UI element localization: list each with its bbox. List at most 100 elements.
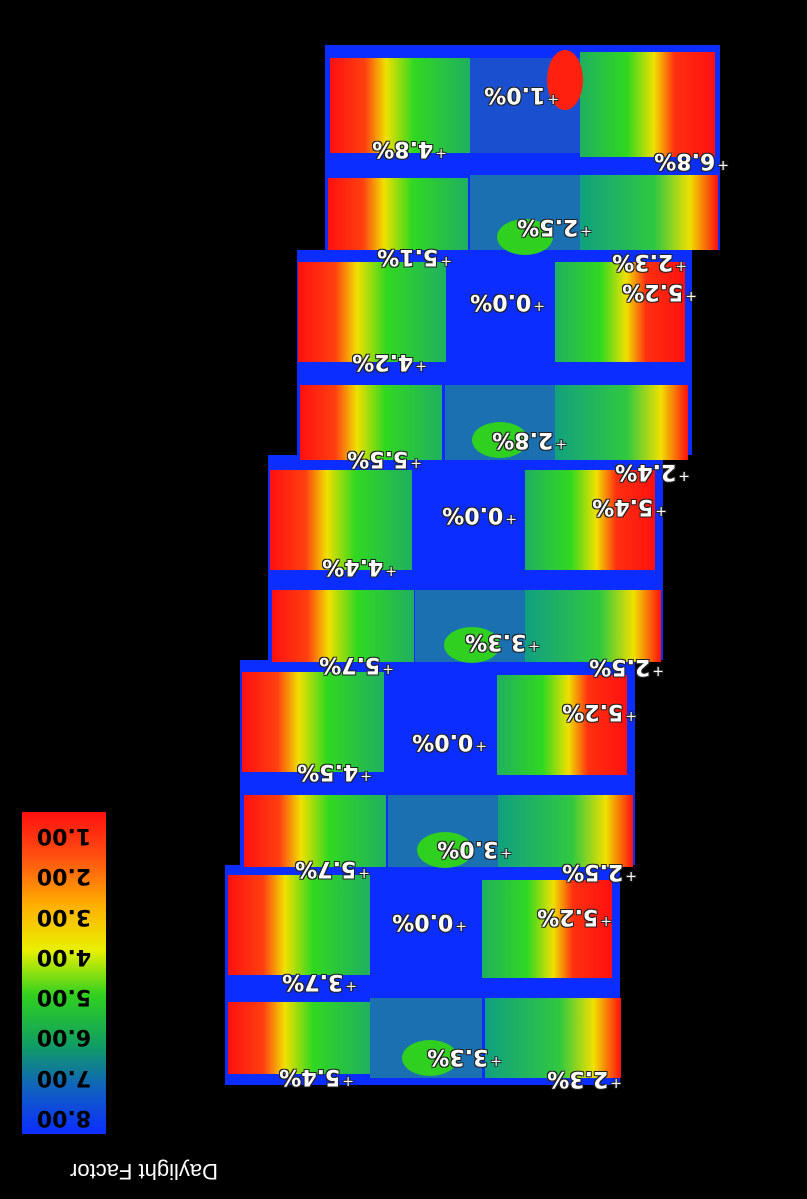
right-room [555,262,685,362]
left-room [330,58,470,153]
room-daylight-value: +5.2% [537,904,612,929]
right-room [497,675,627,775]
room-daylight-value: +4.8% [372,136,447,161]
middle-hotspot [472,422,528,458]
room-daylight-value: +3.3% [427,1044,502,1069]
room-value-text: 0.0% [392,909,454,934]
room-daylight-value: +6.8% [654,148,729,173]
room-daylight-value: +2.3% [612,249,687,274]
room-value-text: 6.8% [654,148,716,173]
sensor-marker-icon: + [382,661,394,677]
legend-tick-label: 3.00 [36,903,92,929]
legend-tick-label: 7.00 [36,1064,92,1090]
room-daylight-value: +4.5% [297,759,372,784]
room-daylight-value: +2.8% [492,427,567,452]
legend-tick-label: 2.00 [36,863,92,889]
sensor-marker-icon: + [528,638,540,654]
sensor-marker-icon: + [345,978,357,994]
right-small-room [525,590,661,662]
room-value-text: 2.4% [615,459,677,484]
room-value-text: 2.5% [589,654,651,679]
room-daylight-value: +3.7% [282,969,357,994]
room-value-text: 1.0% [484,82,546,107]
left-room [244,795,386,867]
right-room [580,52,715,157]
top-hotspot [547,50,583,110]
room-value-text: 5.7% [319,652,381,677]
room-daylight-value: +2.3% [547,1066,622,1091]
right-small-room [485,998,621,1078]
sensor-marker-icon: + [455,918,467,934]
left-room [270,470,412,570]
room-daylight-value: +0.0% [470,289,545,314]
middle-hotspot [444,627,500,663]
sensor-marker-icon: + [610,1075,622,1091]
sensor-marker-icon: + [410,455,422,471]
sensor-marker-icon: + [678,468,690,484]
room-value-text: 3.3% [427,1044,489,1069]
room-value-text: 2.3% [547,1066,609,1091]
room-daylight-value: +5.1% [377,244,452,269]
sensor-marker-icon: + [675,258,687,274]
room-value-text: 5.1% [377,244,439,269]
sensor-marker-icon: + [580,223,592,239]
room-daylight-value: +5.5% [347,446,422,471]
middle-hotspot [497,219,553,255]
right-room [482,880,612,978]
room-value-text: 3.7% [282,969,344,994]
room-value-text: 4.4% [322,554,384,579]
sensor-marker-icon: + [555,436,567,452]
sensor-marker-icon: + [717,157,729,173]
sensor-marker-icon: + [435,145,447,161]
legend-tick-label: 1.00 [36,823,92,849]
room-value-text: 4.5% [297,759,359,784]
room-daylight-value: +5.4% [592,494,667,519]
room-value-text: 5.7% [295,856,357,881]
left-room [228,875,370,975]
room-value-text: 3.3% [465,629,527,654]
room-daylight-value: +5.7% [295,856,370,881]
legend: 8.00 7.00 6.00 5.00 4.00 3.00 2.00 1.00 [22,812,106,1134]
room-value-text: 4.2% [352,349,414,374]
sensor-marker-icon: + [385,563,397,579]
room-value-text: 3.0% [437,836,499,861]
sensor-marker-icon: + [490,1053,502,1069]
room-daylight-value: +5.2% [622,279,697,304]
middle-hotspot [402,1040,458,1076]
room-value-text: 5.2% [622,279,684,304]
room-daylight-value: +0.0% [392,909,467,934]
room-daylight-value: +5.7% [319,652,394,677]
right-small-room [497,795,633,867]
room-value-text: 2.8% [492,427,554,452]
left-room [300,385,442,460]
left-room [242,672,384,772]
room-value-text: 5.2% [562,699,624,724]
room-daylight-value: +1.0% [484,82,559,107]
room-value-text: 2.5% [562,859,624,884]
sensor-marker-icon: + [625,868,637,884]
left-room [328,178,468,250]
sensor-marker-icon: + [475,738,487,754]
sensor-marker-icon: + [625,708,637,724]
legend-tick-label: 4.00 [36,944,92,969]
room-daylight-value: +5.4% [279,1064,354,1089]
sensor-marker-icon: + [440,253,452,269]
room-value-text: 0.0% [442,502,504,527]
sensor-marker-icon: + [358,865,370,881]
room-value-text: 5.4% [592,494,654,519]
sensor-marker-icon: + [547,91,559,107]
middle-hotspot [417,832,473,868]
right-small-room [578,175,718,250]
room-value-text: 2.3% [612,249,674,274]
sensor-marker-icon: + [655,503,667,519]
sensor-marker-icon: + [415,358,427,374]
room-daylight-value: +2.5% [562,859,637,884]
room-value-text: 5.2% [537,904,599,929]
room-daylight-value: +2.4% [615,459,690,484]
legend-color-bar [22,812,106,1134]
room-value-text: 5.4% [279,1064,341,1089]
room-daylight-value: +2.5% [589,654,664,679]
room-daylight-value: +4.2% [352,349,427,374]
